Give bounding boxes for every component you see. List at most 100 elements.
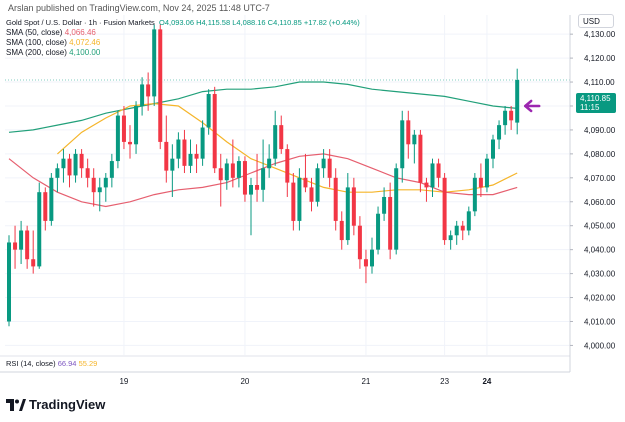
candle (345, 173, 350, 245)
candle (158, 24, 163, 150)
candle (128, 125, 132, 159)
candle-body (491, 139, 495, 159)
y-tick-label: 4,110.00 (584, 78, 615, 87)
candle (424, 177, 429, 202)
candle-body (279, 125, 284, 150)
candle (25, 225, 30, 269)
candle-body (412, 134, 417, 145)
candle (134, 101, 139, 154)
grid-lines (0, 15, 570, 357)
candle-body (134, 105, 139, 145)
candle (49, 173, 54, 226)
y-tick-label: 4,000.00 (584, 341, 616, 350)
candle-body (31, 259, 36, 267)
candle-body (418, 134, 423, 183)
candle-body (200, 127, 205, 159)
candle-body (273, 125, 278, 159)
candle (303, 153, 308, 193)
x-tick-label: 20 (240, 377, 249, 386)
candle-body (357, 225, 362, 260)
candle (321, 149, 326, 178)
candle (339, 211, 344, 250)
candle-body (67, 158, 72, 176)
candle (194, 144, 199, 174)
rsi-value-2: 55.29 (78, 359, 98, 368)
candle (164, 115, 169, 183)
price-axis[interactable]: 4,000.00 4,010.00 4,020.00 4,030.00 4,040.00… (569, 15, 616, 372)
candle-body (339, 220, 344, 241)
candle (448, 230, 453, 250)
x-tick-label: 24 (482, 377, 491, 386)
candle (170, 144, 175, 197)
currency-label[interactable]: USD (578, 14, 614, 28)
candle-body (448, 235, 453, 241)
ohlc-line: Gold Spot / U.S. Dollar · 1h · Fusion Ma… (6, 18, 360, 27)
candle-body (249, 185, 253, 195)
candle (394, 163, 399, 255)
candle (503, 105, 508, 135)
legend-sma100[interactable]: SMA (100, close) 4,072.46 (6, 38, 101, 47)
y-tick-label: 4,120.00 (584, 54, 616, 63)
candle (242, 156, 247, 202)
candle (430, 158, 435, 197)
candle (472, 173, 477, 217)
candle (509, 105, 514, 130)
candle (37, 182, 42, 269)
candle-body (25, 230, 30, 260)
candle (309, 177, 314, 212)
candle-body (515, 80, 520, 123)
candle (85, 158, 90, 188)
candle-body (212, 94, 217, 169)
candle (442, 173, 447, 245)
candle (261, 139, 266, 202)
candle-body (182, 139, 187, 166)
candle (200, 120, 205, 166)
rsi-legend[interactable]: RSI (14, close) 66.94 55.29 (6, 359, 97, 368)
candle (454, 220, 459, 245)
candle-body (484, 158, 489, 188)
candle-body (13, 242, 18, 250)
candle (406, 110, 411, 159)
candle-body (291, 182, 296, 221)
candle (478, 163, 483, 197)
legend-sma50[interactable]: SMA (50, close) 4,066.46 (6, 28, 96, 37)
time-axis[interactable]: 19 20 21 23 24 (0, 371, 570, 386)
candle-body (436, 163, 441, 178)
rsi-value-1: 66.94 (57, 359, 77, 368)
candle (109, 153, 114, 188)
candle-body (478, 177, 483, 188)
candle (91, 168, 96, 207)
tradingview-logo[interactable]: TradingView (6, 397, 105, 412)
candle (285, 144, 290, 197)
x-tick-label: 21 (361, 377, 370, 386)
candle-body (140, 84, 145, 106)
candle (224, 158, 229, 190)
candle-body (333, 177, 338, 221)
candle (79, 149, 84, 178)
candle-body (61, 158, 66, 169)
candle-body (236, 161, 241, 178)
candle (140, 77, 145, 116)
symbol-title[interactable]: Gold Spot / U.S. Dollar · 1h · Fusion Ma… (6, 18, 155, 27)
candle (363, 249, 368, 284)
candle (436, 158, 441, 188)
legend-sma200[interactable]: SMA (200, close) 4,100.00 (6, 48, 101, 57)
candle-body (382, 196, 387, 214)
purple-arrow-annotation (523, 99, 541, 113)
candle (497, 120, 502, 150)
candle (146, 72, 151, 111)
candle-body (19, 230, 24, 250)
candle-body (351, 187, 356, 226)
candle-body (121, 115, 126, 142)
candle-body (394, 168, 399, 250)
candle (7, 235, 11, 327)
candle-body (406, 120, 411, 145)
candle (297, 168, 302, 231)
candle (61, 149, 66, 183)
candle (484, 153, 489, 193)
candle-body (158, 29, 163, 142)
candle-body (103, 177, 108, 188)
candle (255, 153, 260, 202)
candle (412, 129, 417, 164)
